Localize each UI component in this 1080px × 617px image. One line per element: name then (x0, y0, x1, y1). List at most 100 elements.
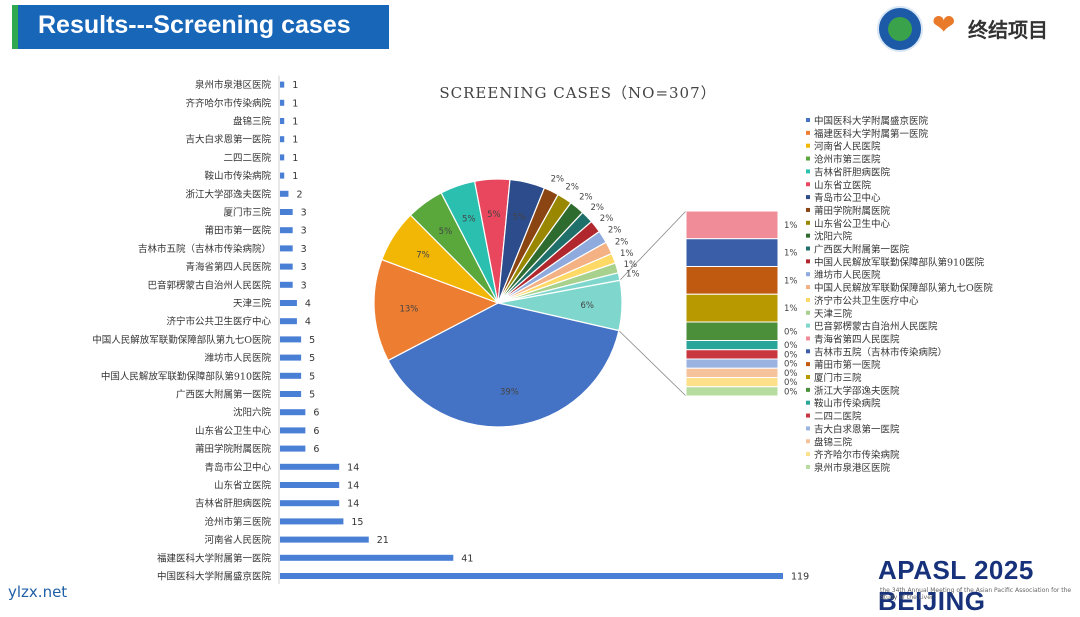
bar (280, 554, 454, 561)
legend-entry: 盘锦三院 (814, 436, 853, 448)
bar-category-label: 天津三院 (233, 298, 272, 310)
bar (280, 463, 340, 470)
pie-slice-label: 1% (624, 260, 638, 270)
legend-swatch (806, 323, 810, 328)
bar (280, 354, 302, 361)
bar-value-label: 1 (292, 80, 298, 91)
legend-swatch (806, 426, 810, 431)
bar-value-label: 14 (347, 462, 359, 473)
bar (280, 81, 285, 88)
bar-category-label: 吉大白求恩第一医院 (185, 134, 271, 146)
legend-swatch (806, 387, 810, 392)
watermark-url: ylzx.net (8, 583, 68, 601)
legend-entry: 青岛市公卫中心 (814, 192, 881, 204)
pie-slice-label: 5% (512, 212, 526, 222)
bar (280, 372, 302, 379)
bar (280, 445, 306, 452)
bar (280, 336, 302, 343)
bar (280, 136, 285, 143)
legend-entry: 福建医科大学附属第一医院 (814, 128, 929, 140)
bar-category-label: 沧州市第三医院 (204, 516, 271, 528)
bar-value-label: 14 (347, 499, 359, 510)
legend-swatch (806, 310, 810, 315)
legend-entry: 天津三院 (814, 308, 853, 320)
legend-entry: 鞍山市传染病院 (814, 398, 881, 410)
legend-entry: 浙江大学邵逸夫医院 (814, 385, 900, 397)
bar (280, 281, 293, 288)
legend-swatch (806, 285, 810, 290)
breakout-segment (685, 321, 779, 341)
legend-swatch (806, 118, 810, 122)
legend-swatch (806, 375, 810, 379)
legend-swatch (806, 143, 810, 148)
breakout-stack: 1%1%1%1%0%0%0%0%0%0%0% (685, 210, 798, 397)
breakout-segment (685, 367, 779, 378)
bar-value-label: 5 (309, 371, 315, 382)
pie-slice-label: 2% (600, 214, 614, 224)
breakout-segment (685, 210, 779, 240)
pie-slice-label: 5% (487, 210, 501, 220)
legend-swatch (806, 195, 810, 200)
bar-value-label: 15 (351, 517, 363, 528)
bar-value-label: 2 (296, 189, 302, 200)
pie-slice-label: 2% (608, 225, 622, 235)
brand-text: 终结项目 (968, 18, 1048, 42)
bar (280, 263, 293, 270)
bar-category-label: 广西医大附属第一医院 (176, 389, 272, 401)
breakout-label: 1% (784, 249, 798, 259)
breakout-segment (685, 386, 779, 397)
breakout-segment (685, 358, 779, 369)
bar-value-label: 4 (305, 299, 311, 310)
bar (280, 227, 293, 234)
legend-entry: 潍坊市人民医院 (814, 269, 881, 281)
pie-slice-label: 13% (399, 305, 418, 315)
university-logo (877, 6, 923, 52)
legend-entry: 济宁市公共卫生医疗中心 (814, 295, 919, 307)
conference-subtitle: the 34th Annual Meeting of the Asian Pac… (880, 587, 1072, 601)
legend-entry: 二四二医院 (814, 411, 862, 423)
bar-value-label: 14 (347, 481, 359, 492)
bar-value-label: 3 (301, 226, 307, 237)
legend-swatch (806, 400, 810, 405)
legend-entry: 莆田学院附属医院 (814, 205, 891, 217)
legend-entry: 山东省公卫生中心 (814, 218, 891, 230)
bar-category-label: 河南省人民医院 (204, 534, 271, 546)
pie-slice-label: 39% (500, 388, 519, 398)
bar-category-label: 二四二医院 (223, 152, 271, 164)
bar (280, 536, 369, 543)
legend-entry: 厦门市三院 (814, 372, 862, 384)
bar-category-label: 盘锦三院 (233, 116, 272, 128)
bar-category-label: 中国医科大学附属盛京医院 (157, 571, 272, 583)
pie-chart-title: SCREENING CASES（NO=307） (439, 84, 716, 102)
pie-slice-label: 5% (439, 227, 453, 237)
slide-title: Results---Screening cases (38, 11, 351, 39)
bar-value-label: 119 (791, 572, 809, 583)
connector-line (619, 210, 687, 281)
legend-swatch (806, 233, 810, 238)
breakout-label: 1% (784, 221, 798, 231)
bar (280, 209, 293, 215)
bar (280, 573, 783, 579)
legend-swatch (806, 336, 810, 341)
legend-entry: 泉州市泉港区医院 (814, 462, 891, 474)
bar-category-label: 厦门市三院 (223, 207, 271, 219)
bar (280, 318, 297, 325)
bar-category-label: 山东省立医院 (214, 480, 272, 492)
legend-swatch (806, 130, 810, 135)
bar-value-label: 4 (305, 317, 311, 328)
bar-category-label: 莆田市第一医院 (204, 225, 271, 237)
bar-value-label: 5 (309, 390, 315, 401)
bar-value-label: 6 (313, 408, 319, 419)
bar (280, 172, 285, 179)
bar-category-label: 沈阳六院 (233, 407, 272, 419)
legend-entry: 巴音郭楞蒙古自治州人民医院 (814, 321, 938, 333)
bar-category-label: 巴音郭楞蒙古自治州人民医院 (147, 279, 271, 291)
bar (280, 427, 306, 434)
breakout-label: 0% (784, 327, 798, 337)
breakout-segment (685, 266, 779, 295)
bar (280, 300, 297, 306)
heart-logo-icon: ❤ (932, 8, 956, 41)
breakout-segment (685, 293, 779, 323)
bar (280, 409, 306, 416)
